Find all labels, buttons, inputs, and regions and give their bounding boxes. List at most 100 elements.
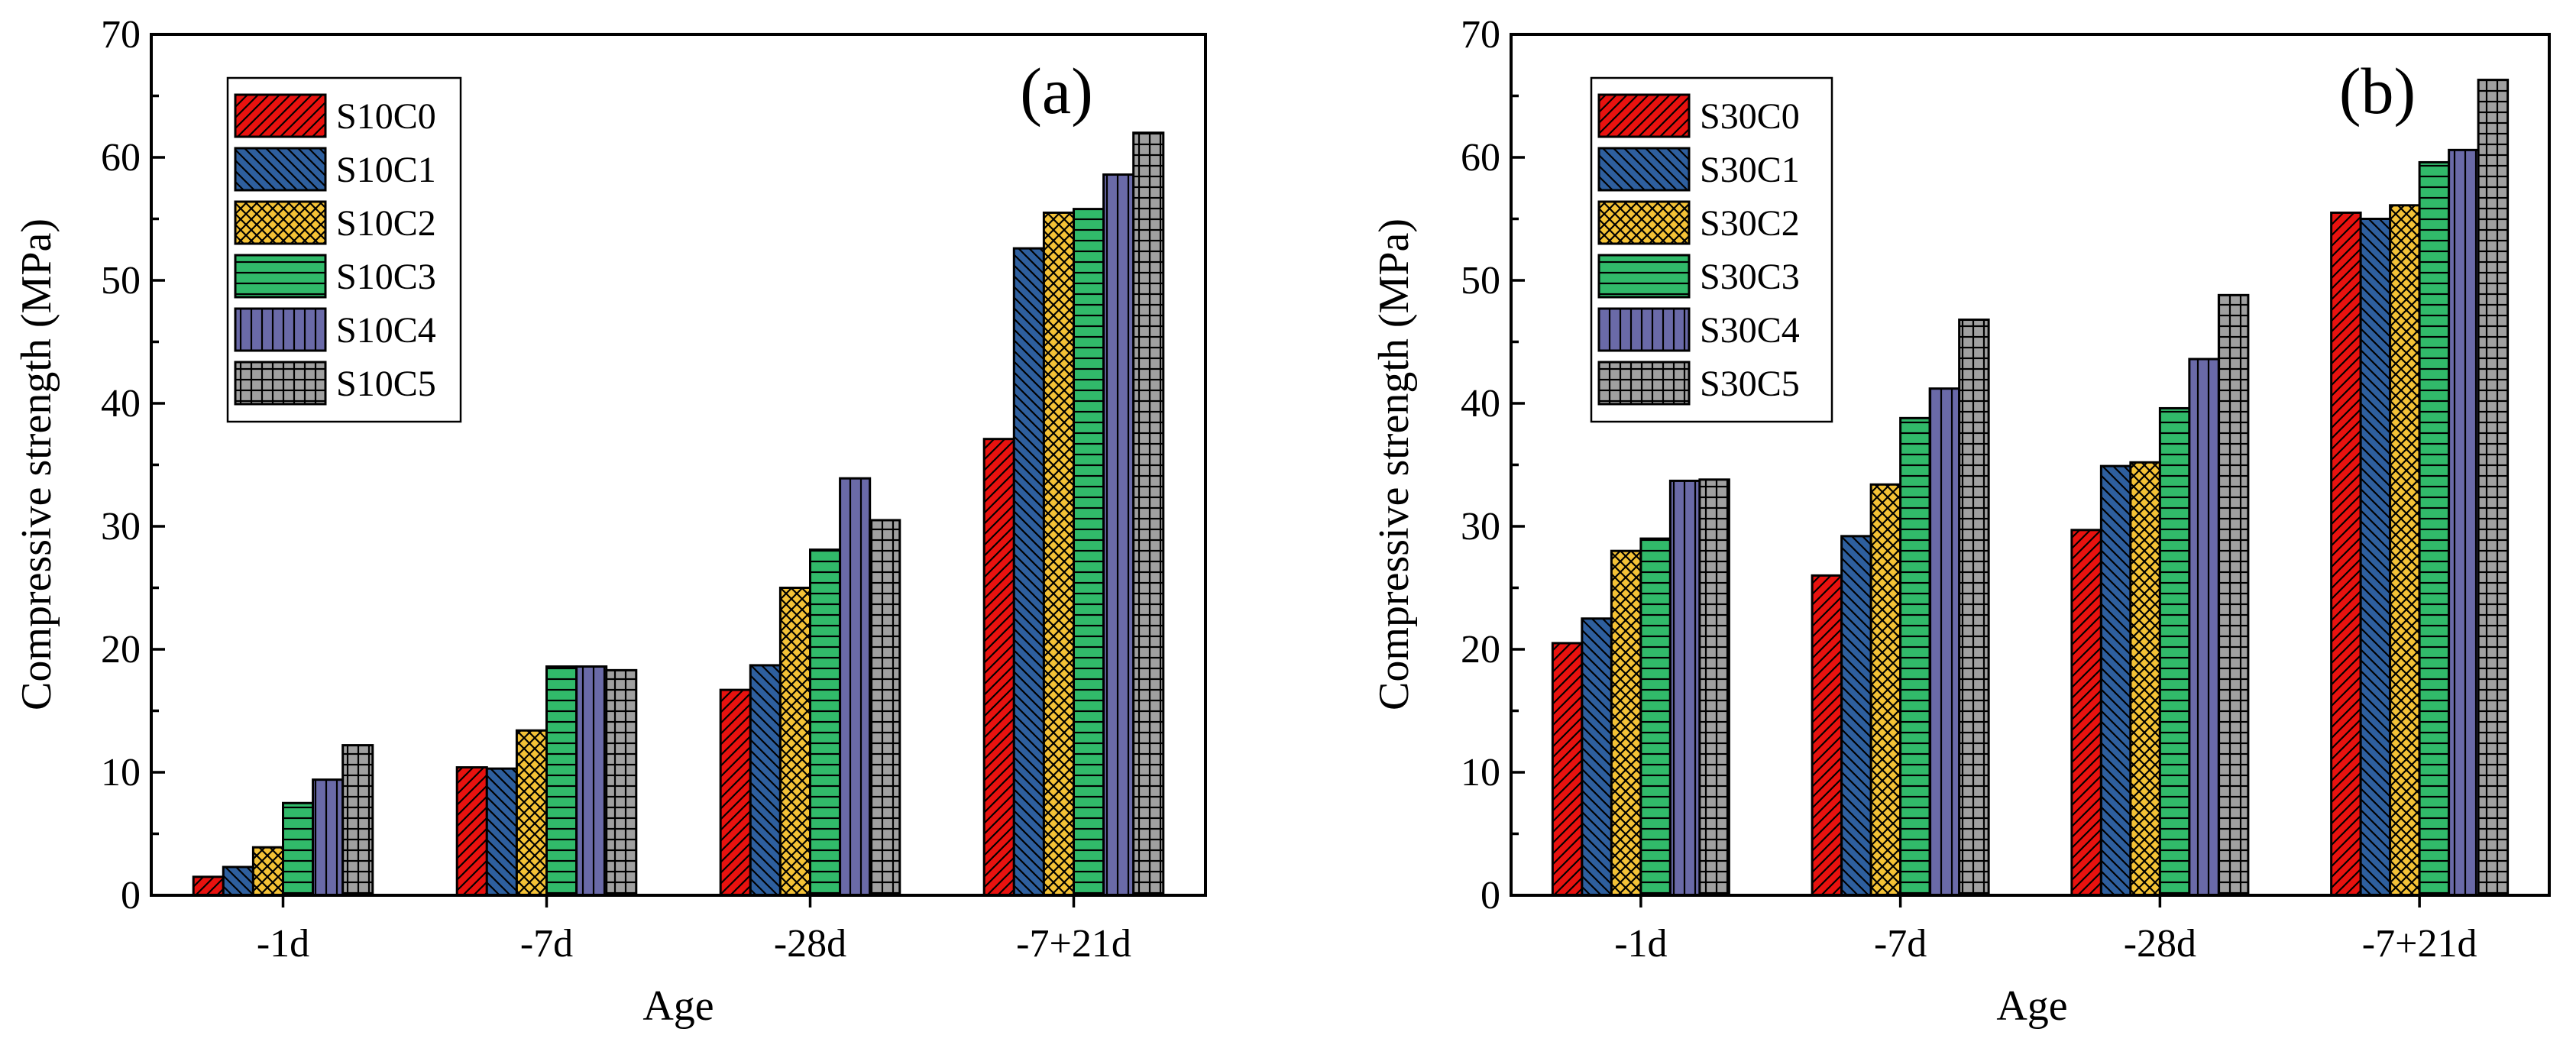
bar-s10c3-4 [1073, 208, 1105, 897]
y-tick-label: 20 [1461, 628, 1500, 671]
legend: S10C0 S10C1 S10C2 S10C3 S10C4 S10C5 [226, 76, 462, 423]
y-tick-label: 0 [1481, 874, 1500, 917]
bar-s10c2-1 [251, 846, 284, 897]
legend-swatch [234, 93, 327, 138]
legend-label: S30C3 [1700, 257, 1800, 297]
bar-s10c5-1 [341, 744, 374, 897]
legend-swatch [1597, 93, 1691, 138]
bar-s30c1-1 [1581, 617, 1613, 897]
bar-s30c0-4 [2330, 211, 2362, 897]
bar-s10c0-3 [719, 688, 752, 897]
bar-s30c2-1 [1610, 549, 1642, 897]
bar-s30c5-4 [2477, 79, 2510, 897]
bar-s10c2-3 [778, 587, 812, 897]
bar-s10c4-4 [1102, 173, 1135, 897]
legend-swatch [234, 307, 327, 352]
bar-s30c2-3 [2129, 461, 2161, 897]
legend-label: S30C4 [1700, 310, 1800, 351]
legend-label: S10C4 [336, 310, 436, 351]
bar-s10c1-1 [222, 865, 254, 897]
legend-swatch [1597, 254, 1691, 299]
legend-label: S10C1 [336, 150, 436, 190]
x-axis-title: Age [642, 982, 714, 1030]
y-tick-label: 60 [101, 136, 141, 180]
y-tick-label: 40 [1461, 382, 1500, 425]
legend-swatch [1597, 147, 1691, 192]
y-axis-title: Compressive strength (MPa) [1371, 218, 1418, 710]
bar-s30c4-3 [2188, 358, 2220, 897]
y-tick-label: 70 [1461, 13, 1500, 57]
bar-s10c4-2 [575, 665, 608, 897]
legend-swatch [234, 200, 327, 245]
panel-label: (b) [2339, 54, 2416, 128]
x-tick-label: -7d [520, 922, 573, 966]
bar-s10c0-2 [455, 766, 488, 897]
bar-s10c1-4 [1012, 247, 1045, 897]
legend-swatch [234, 254, 327, 299]
bar-s10c1-2 [485, 767, 518, 897]
y-axis-ticks: 0 10 20 30 40 50 60 70 [1461, 13, 1525, 917]
bar-s10c5-2 [605, 668, 638, 897]
x-tick-label: -1d [1614, 922, 1667, 966]
legend-label: S30C5 [1700, 364, 1800, 404]
y-tick-label: 30 [101, 505, 141, 548]
legend-swatch [1597, 200, 1691, 245]
y-tick-label: 40 [101, 382, 141, 425]
bar-s30c2-2 [1869, 483, 1902, 897]
y-axis-title: Compressive strength (MPa) [13, 218, 60, 710]
legend-label: S10C5 [336, 364, 436, 404]
bar-s30c2-4 [2389, 204, 2421, 897]
bar-s30c4-2 [1928, 387, 1961, 897]
bar-s10c4-1 [312, 778, 345, 897]
bar-s10c5-3 [869, 519, 901, 897]
bar-s10c3-1 [282, 801, 315, 897]
legend-label: S30C2 [1700, 203, 1800, 244]
bar-s30c0-2 [1811, 574, 1843, 897]
x-tick-label: -1d [257, 922, 309, 966]
bar-s10c0-4 [982, 438, 1015, 897]
bar-s30c4-1 [1668, 479, 1701, 897]
y-tick-label: 50 [101, 259, 141, 302]
y-tick-label: 10 [1461, 751, 1500, 794]
legend-label: S10C3 [336, 257, 436, 297]
legend-items: S10C0 S10C1 S10C2 S10C3 S10C4 S10C5 [234, 93, 436, 406]
legend-label: S10C0 [336, 96, 436, 137]
x-tick-label: -7d [1874, 922, 1927, 966]
legend-swatch [234, 361, 327, 406]
bar-s30c0-1 [1551, 642, 1584, 897]
legend-swatch [234, 147, 327, 192]
bar-s10c2-4 [1042, 211, 1076, 897]
legend-label: S30C1 [1700, 150, 1800, 190]
bar-s10c5-4 [1132, 131, 1165, 897]
legend-label: S30C0 [1700, 96, 1800, 137]
legend-items: S30C0 S30C1 S30C2 S30C3 S30C4 S30C5 [1597, 93, 1800, 406]
y-axis-ticks: 0 10 20 30 40 50 60 70 [101, 13, 165, 917]
bar-s30c3-1 [1639, 537, 1671, 897]
chart-panel-b: 0 10 20 30 40 50 60 70 -1d -7d -28d -7+21d Compres… [1371, 13, 2551, 1030]
x-tick-label: -7+21d [2362, 922, 2477, 966]
bar-s30c5-2 [1958, 319, 1990, 897]
y-tick-label: 20 [101, 628, 141, 671]
bar-s30c5-1 [1698, 478, 1730, 897]
bar-s30c4-4 [2448, 148, 2480, 897]
bar-s30c0-3 [2070, 529, 2102, 897]
bar-s10c1-3 [749, 664, 782, 897]
bar-s30c3-4 [2418, 160, 2451, 897]
bars-group [192, 131, 1165, 897]
legend-label: S10C2 [336, 203, 436, 244]
chart-panel-a: 0 10 20 30 40 50 60 70 -1d -7d -28d -7+21d Compres… [13, 13, 1207, 1030]
x-tick-label: -28d [774, 922, 846, 966]
bars-group [1551, 79, 2510, 897]
y-tick-label: 0 [121, 874, 141, 917]
bar-s10c0-1 [192, 875, 225, 897]
bar-s30c3-2 [1899, 416, 1931, 897]
y-tick-label: 50 [1461, 259, 1500, 302]
x-axis-title: Age [1996, 982, 2067, 1030]
legend: S30C0 S30C1 S30C2 S30C3 S30C4 S30C5 [1590, 76, 1833, 423]
legend-swatch [1597, 361, 1691, 406]
x-tick-label: -7+21d [1016, 922, 1131, 966]
bar-s10c2-2 [515, 729, 549, 897]
bar-s10c4-3 [839, 477, 872, 897]
bar-s10c3-2 [545, 665, 578, 897]
